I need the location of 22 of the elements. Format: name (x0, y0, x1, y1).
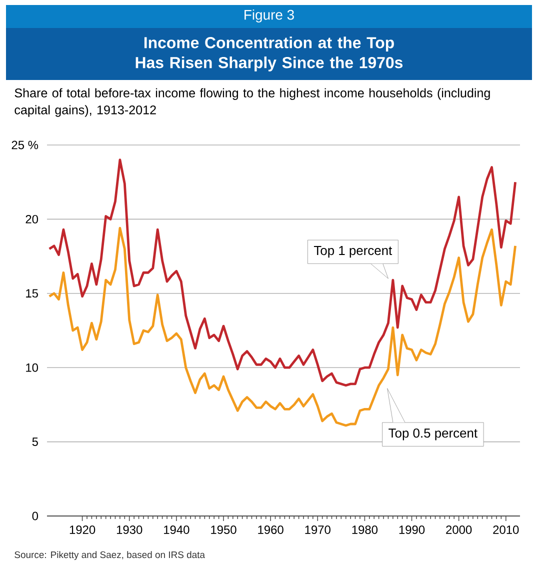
source-note: Source: Piketty and Saez, based on IRS data (14, 551, 205, 560)
x-tick-label: 1940 (164, 526, 190, 534)
x-tick-label: 1930 (116, 526, 142, 534)
series-label: Top 1 percent (314, 246, 392, 258)
y-tick-label: 5 (32, 438, 38, 446)
chart-subtitle: Share of total before-tax income flowing to the highest income households (including capital gains), 1913-2012 (14, 88, 490, 117)
x-tick-label: 1980 (352, 526, 378, 534)
x-tick-label: 1990 (399, 526, 425, 534)
text: Top 0.5 percent (388, 428, 478, 440)
y-tick-label: 25 % (12, 140, 38, 150)
caption: Figure 3 (244, 9, 294, 22)
y-tick-label: 15 (26, 289, 38, 298)
x-tick-label: 2010 (493, 526, 519, 534)
y-tick-label: 10 (26, 363, 38, 372)
y-tick-label: 0 (32, 512, 38, 520)
x-tick-label: 1970 (305, 526, 330, 534)
x-tick-label: 2000 (446, 526, 472, 534)
y-tick-label: 20 (26, 214, 38, 224)
chart-title: Income Concentration at the Top Has Risen Sharply Since the 1970s (136, 36, 403, 72)
x-tick-label: 1920 (70, 526, 96, 534)
x-tick-label: 1950 (211, 526, 236, 534)
x-tick-label: 1960 (258, 526, 284, 534)
